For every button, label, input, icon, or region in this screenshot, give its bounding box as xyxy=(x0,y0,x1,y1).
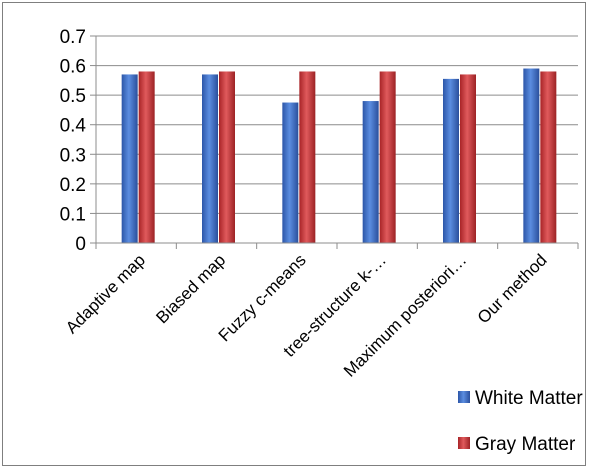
x-tick-label: Our method xyxy=(474,250,551,327)
x-tick-label: Adaptive map xyxy=(62,250,149,337)
legend-swatch xyxy=(458,437,470,449)
bar-gray-matter xyxy=(379,71,396,243)
y-tick-label: 0.1 xyxy=(60,204,86,225)
bar-gray-matter xyxy=(460,74,476,243)
bar-gray-matter xyxy=(219,71,235,243)
bar-white-matter xyxy=(121,74,138,243)
bar-gray-matter xyxy=(138,71,155,243)
y-axis-ticks: 0 0.1 0.2 0.3 0.4 0.5 0.6 0.7 xyxy=(60,27,96,255)
bar-white-matter xyxy=(202,74,218,243)
bar-gray-matter xyxy=(299,71,316,243)
bars xyxy=(121,68,557,244)
y-tick-label: 0.5 xyxy=(60,86,86,107)
bar-white-matter xyxy=(362,101,379,243)
y-tick-label: 0.3 xyxy=(60,145,86,166)
gridlines xyxy=(96,35,578,214)
bar-white-matter xyxy=(523,68,540,244)
bar-white-matter xyxy=(282,102,299,244)
axes xyxy=(95,36,578,244)
legend-label: White Matter xyxy=(475,388,583,409)
legend-swatch xyxy=(458,391,470,403)
x-tick-label: Biased map xyxy=(152,250,229,327)
legend: White Matter Gray Matter xyxy=(458,388,583,455)
y-tick-label: 0.7 xyxy=(60,27,86,48)
legend-label: Gray Matter xyxy=(475,434,576,455)
y-tick-label: 0.6 xyxy=(60,57,86,78)
y-tick-label: 0 xyxy=(75,234,86,255)
y-tick-label: 0.2 xyxy=(60,175,86,196)
bar-white-matter xyxy=(443,78,459,243)
y-tick-label: 0.4 xyxy=(60,116,87,137)
bar-gray-matter xyxy=(540,71,557,243)
